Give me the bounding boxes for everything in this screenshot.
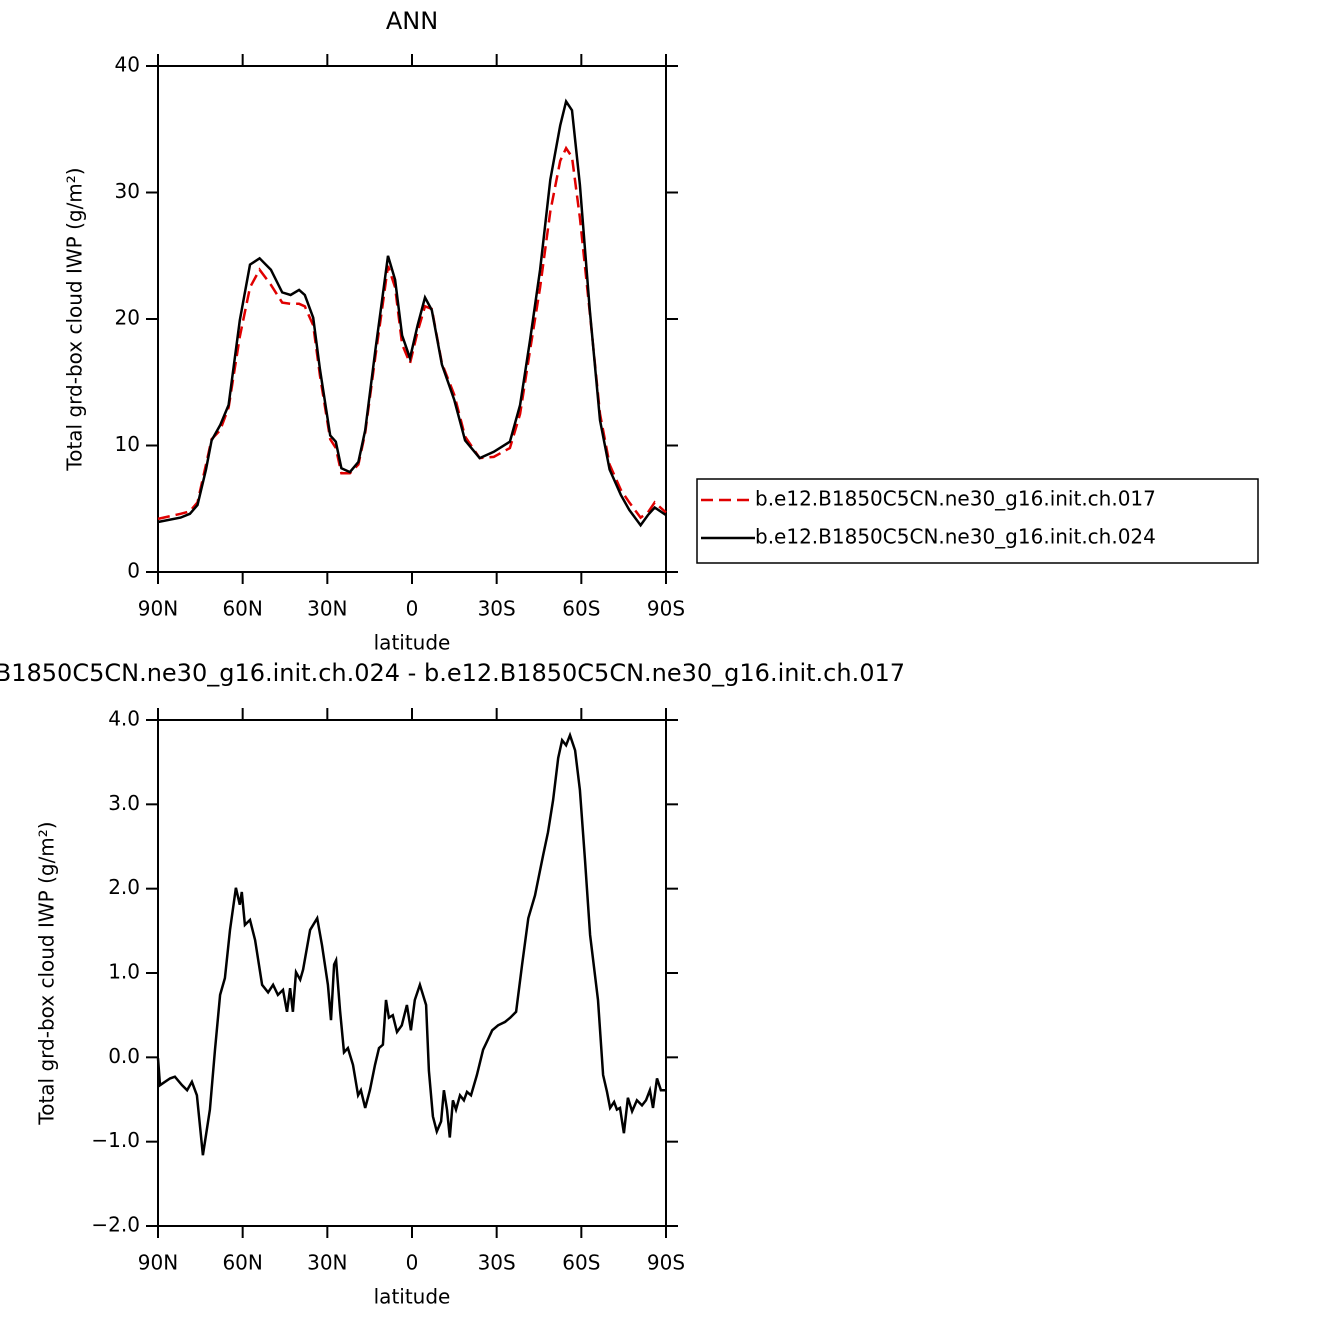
legend-label: b.e12.B1850C5CN.ne30_g16.init.ch.024 (755, 525, 1156, 549)
legend-label: b.e12.B1850C5CN.ne30_g16.init.ch.017 (755, 487, 1156, 511)
x-tick-label: 30N (307, 597, 347, 621)
x-axis-label: latitude (374, 1285, 451, 1309)
y-tick-label: 40 (115, 53, 140, 77)
legend-box (696, 478, 1259, 564)
y-tick-label: 4.0 (108, 707, 140, 731)
x-tick-label: 30N (307, 1251, 347, 1275)
y-tick-label: 30 (115, 179, 140, 203)
plot-frame (157, 719, 667, 1227)
chart-title: ANN (386, 7, 438, 35)
x-tick-label: 60N (222, 1251, 262, 1275)
y-tick-label: 0.0 (108, 1044, 140, 1068)
y-axis-label: Total grd-box cloud IWP (g/m²) (35, 821, 59, 1125)
data-line (157, 98, 667, 528)
y-tick-label: −1.0 (91, 1128, 140, 1152)
y-tick-label: 3.0 (108, 791, 140, 815)
x-tick-label: 0 (406, 597, 419, 621)
x-axis-label: latitude (374, 631, 451, 655)
x-tick-label: 0 (406, 1251, 419, 1275)
y-tick-label: 10 (115, 432, 140, 456)
data-line (156, 731, 666, 1156)
y-tick-label: 0 (127, 559, 140, 583)
data-line (157, 145, 667, 521)
x-tick-label: 60S (562, 1251, 600, 1275)
y-tick-label: 2.0 (108, 875, 140, 899)
x-tick-label: 90S (647, 597, 685, 621)
plot-frame (157, 65, 667, 573)
x-tick-label: 30S (478, 1251, 516, 1275)
x-tick-label: 90N (138, 597, 178, 621)
x-tick-label: 60N (222, 597, 262, 621)
y-tick-label: 20 (115, 306, 140, 330)
x-tick-label: 90S (647, 1251, 685, 1275)
chart-title: b.e12.B1850C5CN.ne30_g16.init.ch.024 - b… (0, 659, 905, 687)
y-axis-label: Total grd-box cloud IWP (g/m²) (63, 167, 87, 471)
y-tick-label: 1.0 (108, 960, 140, 984)
x-tick-label: 90N (138, 1251, 178, 1275)
x-tick-label: 30S (478, 597, 516, 621)
x-tick-label: 60S (562, 597, 600, 621)
y-tick-label: −2.0 (91, 1213, 140, 1237)
